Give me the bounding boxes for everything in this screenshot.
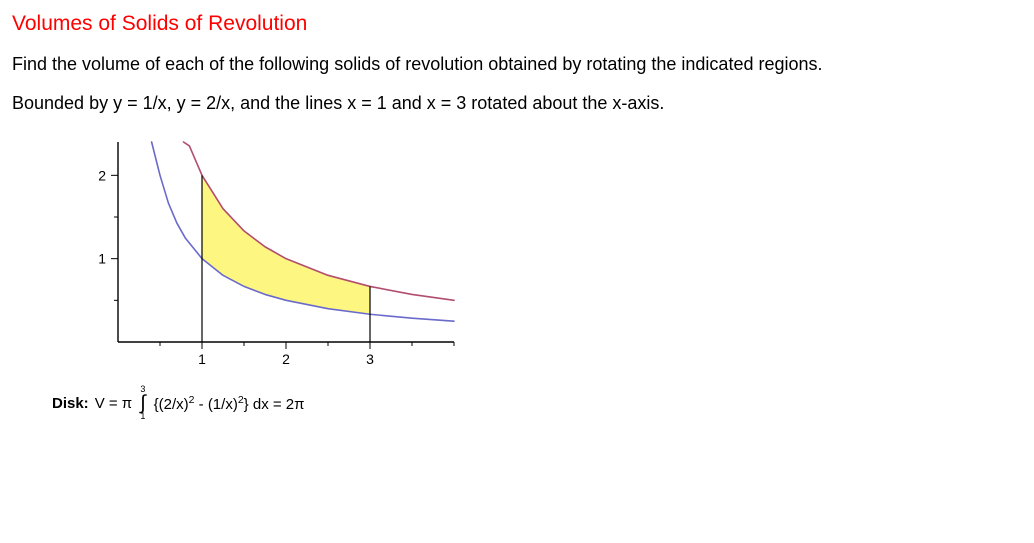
instruction-text: Find the volume of each of the following… [12, 54, 1022, 75]
integral-sign: 3 ∫ 1 [140, 385, 145, 421]
x-tick-label: 2 [282, 351, 290, 367]
x-tick-label: 1 [198, 351, 206, 367]
formula-lhs: V = π [95, 395, 132, 412]
shaded-region [202, 175, 370, 314]
formula-integrand: {(2/x)2 - (1/x)2} dx = 2π [154, 394, 305, 413]
integral-symbol: ∫ [140, 394, 145, 412]
y-tick-label: 2 [98, 167, 106, 183]
region-chart: 1 2 3 1 2 [84, 132, 464, 372]
page-title: Volumes of Solids of Revolution [12, 12, 1022, 36]
y-tick-label: 1 [98, 251, 106, 267]
problem-text: Bounded by y = 1/x, y = 2/x, and the lin… [12, 93, 1022, 114]
disk-formula: Disk: V = π 3 ∫ 1 {(2/x)2 - (1/x)2} dx =… [52, 385, 1022, 421]
integral-lower: 1 [140, 412, 145, 421]
x-tick-label: 3 [366, 351, 374, 367]
formula-label: Disk: [52, 395, 89, 412]
